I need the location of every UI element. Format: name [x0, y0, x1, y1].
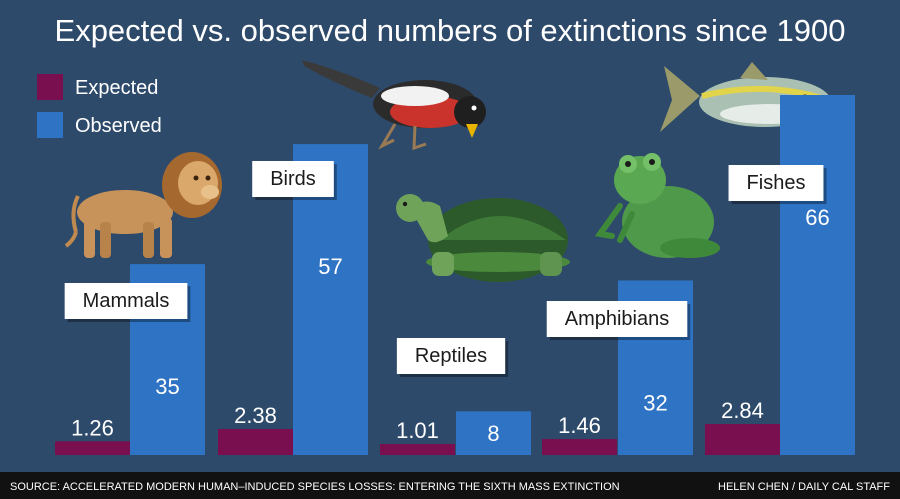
category-box-reptiles	[396, 338, 506, 374]
category-label-birds: Birds	[252, 161, 334, 197]
bar-expected-mammals	[55, 441, 130, 455]
frog-icon	[594, 153, 720, 258]
footer-credit: HELEN CHEN / DAILY CAL STAFF	[718, 481, 890, 493]
value-label-expected-amphibians: 1.46	[558, 413, 601, 438]
value-label-observed-fishes: 66	[805, 205, 829, 230]
category-box-amphibians	[546, 301, 688, 337]
value-label-observed-reptiles: 8	[487, 421, 499, 446]
category-label-fishes: Fishes	[728, 165, 824, 201]
bar-expected-reptiles	[380, 443, 455, 455]
bird-icon	[302, 60, 486, 151]
value-label-expected-mammals: 1.26	[71, 415, 114, 440]
footer-source: SOURCE: ACCELERATED MODERN HUMAN–INDUCED…	[10, 481, 620, 493]
bar-expected-birds	[218, 429, 293, 455]
value-label-observed-amphibians: 32	[643, 390, 667, 415]
legend-label-expected: Expected	[75, 77, 158, 99]
value-label-observed-mammals: 35	[155, 374, 179, 399]
category-box-fishes	[728, 165, 824, 201]
category-text-mammals: Mammals	[83, 290, 170, 312]
bar-expected-amphibians	[542, 439, 617, 455]
category-text-amphibians: Amphibians	[565, 308, 670, 330]
legend: Expected Observed	[37, 74, 162, 138]
lion-icon	[64, 152, 222, 258]
value-label-expected-birds: 2.38	[234, 403, 277, 428]
value-label-observed-birds: 57	[318, 254, 342, 279]
bar-expected-fishes	[705, 424, 780, 455]
value-label-expected-fishes: 2.84	[721, 398, 764, 423]
category-text-birds: Birds	[270, 168, 316, 190]
chart-title: Expected vs. observed numbers of extinct…	[55, 13, 846, 48]
legend-swatch-observed	[37, 112, 63, 138]
tortoise-icon	[396, 194, 570, 282]
footer-bar	[0, 472, 900, 499]
category-label-mammals: Mammals	[64, 283, 188, 319]
legend-swatch-expected	[37, 74, 63, 100]
bar-observed-fishes	[780, 95, 855, 455]
labels: 1.26 35 Mammals 2.38 57 Birds 1.01 8 Reptiles 1.4…	[64, 161, 830, 446]
category-label-reptiles: Reptiles	[396, 338, 506, 374]
category-text-reptiles: Reptiles	[415, 345, 487, 367]
category-label-amphibians: Amphibians	[546, 301, 688, 337]
legend-label-observed: Observed	[75, 115, 162, 137]
category-box-mammals	[64, 283, 188, 319]
category-text-fishes: Fishes	[747, 172, 806, 194]
value-label-expected-reptiles: 1.01	[396, 418, 439, 443]
bar-observed-reptiles	[456, 411, 531, 455]
category-box-birds	[252, 161, 334, 197]
